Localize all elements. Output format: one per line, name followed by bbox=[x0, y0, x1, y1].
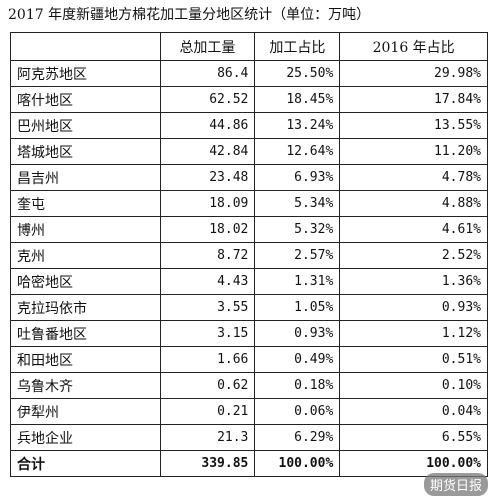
table-cell: 4.88% bbox=[339, 190, 488, 217]
table-cell: 18.02 bbox=[159, 216, 256, 243]
table-cell: 0.18% bbox=[254, 372, 341, 399]
table-cell: 阿克苏地区 bbox=[10, 60, 161, 87]
table-cell: 0.06% bbox=[254, 398, 341, 425]
table-cell: 0.04% bbox=[339, 398, 488, 425]
table-cell: 100.00% bbox=[339, 450, 488, 477]
table-cell: 18.45% bbox=[254, 86, 341, 113]
table-cell: 和田地区 bbox=[10, 346, 161, 373]
table-cell: 2.57% bbox=[254, 242, 341, 269]
table-row: 克拉玛依市 3.55 1.05% 0.93% bbox=[10, 294, 488, 321]
watermark: 期货日报 bbox=[423, 473, 488, 496]
table-row: 哈密地区 4.43 1.31% 1.36% bbox=[10, 268, 488, 295]
table-cell: 1.05% bbox=[254, 294, 341, 321]
header-row: 总加工量 加工占比 2016 年占比 bbox=[10, 32, 488, 61]
table-cell: 0.10% bbox=[339, 372, 488, 399]
table-cell: 25.50% bbox=[254, 60, 341, 87]
table-cell: 2.52% bbox=[339, 242, 488, 269]
table-body: 阿克苏地区 86.4 25.50% 29.98% 喀什地区 62.52 18.45% 17.8… bbox=[10, 60, 488, 477]
table-row: 奎屯 18.09 5.34% 4.88% bbox=[10, 190, 488, 217]
table-row: 和田地区 1.66 0.49% 0.51% bbox=[10, 346, 488, 373]
table-cell: 12.64% bbox=[254, 138, 341, 165]
table-cell: 11.20% bbox=[339, 138, 488, 165]
table-cell: 1.66 bbox=[159, 346, 256, 373]
table-cell: 62.52 bbox=[159, 86, 256, 113]
table-cell: 博州 bbox=[10, 216, 161, 243]
table-row: 喀什地区 62.52 18.45% 17.84% bbox=[10, 86, 488, 113]
data-table: 总加工量 加工占比 2016 年占比 阿克苏地区 86.4 25.50% 29.98% 喀什… bbox=[10, 32, 488, 477]
table-cell: 0.93% bbox=[254, 320, 341, 347]
table-cell: 0.62 bbox=[159, 372, 256, 399]
table-cell: 4.61% bbox=[339, 216, 488, 243]
table-row: 合计 339.85 100.00% 100.00% bbox=[10, 450, 488, 477]
table-cell: 克州 bbox=[10, 242, 161, 269]
table-cell: 喀什地区 bbox=[10, 86, 161, 113]
table-row: 吐鲁番地区 3.15 0.93% 1.12% bbox=[10, 320, 488, 347]
table-cell: 0.51% bbox=[339, 346, 488, 373]
header-cell: 加工占比 bbox=[254, 32, 341, 61]
table-row: 乌鲁木齐 0.62 0.18% 0.10% bbox=[10, 372, 488, 399]
table-cell: 1.31% bbox=[254, 268, 341, 295]
header-cell bbox=[10, 32, 161, 61]
table-cell: 昌吉州 bbox=[10, 164, 161, 191]
table-cell: 13.55% bbox=[339, 112, 488, 139]
table-cell: 4.78% bbox=[339, 164, 488, 191]
table-row: 昌吉州 23.48 6.93% 4.78% bbox=[10, 164, 488, 191]
table-cell: 339.85 bbox=[159, 450, 256, 477]
table-cell: 6.55% bbox=[339, 424, 488, 451]
table-row: 巴州地区 44.86 13.24% 13.55% bbox=[10, 112, 488, 139]
table-cell: 6.29% bbox=[254, 424, 341, 451]
table-cell: 4.43 bbox=[159, 268, 256, 295]
table-cell: 兵地企业 bbox=[10, 424, 161, 451]
table-row: 塔城地区 42.84 12.64% 11.20% bbox=[10, 138, 488, 165]
table-cell: 哈密地区 bbox=[10, 268, 161, 295]
table-cell: 44.86 bbox=[159, 112, 256, 139]
table-cell: 合计 bbox=[10, 450, 161, 477]
table-cell: 8.72 bbox=[159, 242, 256, 269]
table-cell: 100.00% bbox=[254, 450, 341, 477]
header-cell: 2016 年占比 bbox=[339, 32, 488, 61]
table-cell: 18.09 bbox=[159, 190, 256, 217]
table-cell: 0.93% bbox=[339, 294, 488, 321]
table-cell: 乌鲁木齐 bbox=[10, 372, 161, 399]
table-cell: 吐鲁番地区 bbox=[10, 320, 161, 347]
table-cell: 86.4 bbox=[159, 60, 256, 87]
table-cell: 6.93% bbox=[254, 164, 341, 191]
table-row: 伊犁州 0.21 0.06% 0.04% bbox=[10, 398, 488, 425]
table-cell: 13.24% bbox=[254, 112, 341, 139]
table-cell: 42.84 bbox=[159, 138, 256, 165]
table-cell: 3.55 bbox=[159, 294, 256, 321]
table-cell: 3.15 bbox=[159, 320, 256, 347]
table-row: 博州 18.02 5.32% 4.61% bbox=[10, 216, 488, 243]
table-row: 兵地企业 21.3 6.29% 6.55% bbox=[10, 424, 488, 451]
table-row: 阿克苏地区 86.4 25.50% 29.98% bbox=[10, 60, 488, 87]
table-cell: 克拉玛依市 bbox=[10, 294, 161, 321]
table-cell: 21.3 bbox=[159, 424, 256, 451]
table-cell: 1.12% bbox=[339, 320, 488, 347]
table-cell: 0.21 bbox=[159, 398, 256, 425]
table-cell: 29.98% bbox=[339, 60, 488, 87]
table-cell: 17.84% bbox=[339, 86, 488, 113]
table-cell: 5.34% bbox=[254, 190, 341, 217]
table-cell: 0.49% bbox=[254, 346, 341, 373]
table-row: 克州 8.72 2.57% 2.52% bbox=[10, 242, 488, 269]
title: 2017 年度新疆地方棉花加工量分地区统计（单位：万吨） bbox=[8, 7, 371, 23]
table-cell: 伊犁州 bbox=[10, 398, 161, 425]
header-cell: 总加工量 bbox=[159, 32, 256, 61]
table-cell: 5.32% bbox=[254, 216, 341, 243]
table-cell: 奎屯 bbox=[10, 190, 161, 217]
table-cell: 巴州地区 bbox=[10, 112, 161, 139]
table-cell: 1.36% bbox=[339, 268, 488, 295]
table-cell: 塔城地区 bbox=[10, 138, 161, 165]
table-cell: 23.48 bbox=[159, 164, 256, 191]
